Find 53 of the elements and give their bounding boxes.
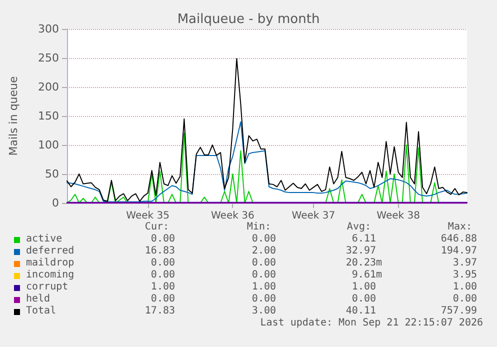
text: 0.00 (150, 234, 176, 244)
text: Min: (246, 222, 272, 232)
text: 0.00 (352, 294, 376, 304)
text: 3.97 (452, 258, 478, 268)
text: 0.00 (452, 294, 478, 304)
text: 1.00 (252, 282, 276, 292)
y-tick-label: 0 (52, 196, 59, 210)
y-tick-label: 300 (38, 22, 59, 36)
x-tick-label: Week 38 (376, 210, 420, 222)
text: 1.00 (452, 282, 478, 292)
text: 40.11 (346, 306, 376, 316)
text: 9.61m (352, 270, 382, 280)
legend-label: maildrop (26, 258, 74, 268)
text: 0.00 (252, 270, 276, 280)
text: 757.99 (440, 306, 477, 316)
text: 0.00 (252, 234, 276, 244)
text: 3.95 (452, 270, 478, 280)
y-tick-label: 150 (38, 110, 59, 122)
text: 0.00 (150, 258, 176, 268)
text: 0.00 (150, 294, 176, 304)
legend-label: deferred (26, 246, 74, 256)
text: 1.00 (352, 282, 376, 292)
text: 0.00 (252, 294, 276, 304)
legend-label: Total (26, 306, 56, 316)
text: 1.00 (150, 282, 176, 292)
x-tick-label: Week 37 (292, 210, 336, 222)
text: 17.83 (144, 306, 176, 316)
chart-title: Mailqueue - by month (177, 12, 320, 27)
text: 0.00 (252, 258, 276, 268)
text: 2.00 (252, 246, 276, 256)
y-tick-label: 50 (45, 168, 59, 180)
text: Avg: (346, 222, 372, 232)
text: 3.00 (252, 306, 276, 316)
text: 32.97 (346, 246, 376, 256)
text: 646.88 (440, 234, 477, 244)
legend-label: held (26, 294, 50, 304)
text: 20.23m (346, 258, 382, 268)
legend-label: corrupt (26, 282, 68, 292)
legend-label: incoming (26, 270, 74, 280)
y-axis-title: Mails in queue (7, 76, 20, 156)
x-tick-label: Week 36 (211, 210, 254, 222)
y-tick-label: 200 (38, 80, 59, 94)
legend-label: active (26, 234, 62, 244)
text: Cur: (144, 222, 170, 232)
text: 194.97 (440, 246, 477, 256)
text: 0.00 (150, 270, 176, 280)
y-tick-label: 100 (38, 138, 59, 152)
text: 16.83 (144, 246, 176, 256)
text: Last update: Mon Sep 21 22:15:07 2026 (260, 318, 484, 328)
text: 6.11 (352, 234, 376, 244)
y-tick-label: 250 (38, 52, 59, 64)
x-tick-label: Week 35 (126, 210, 170, 222)
text: Max: (448, 222, 472, 232)
